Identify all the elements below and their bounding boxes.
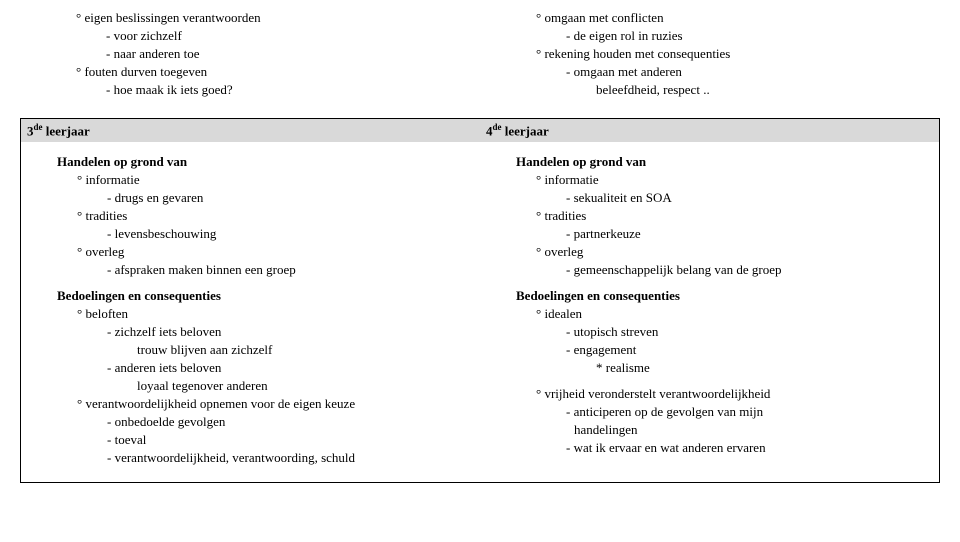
text: tradities <box>496 208 923 224</box>
top-row: eigen beslissingen verantwoorden - voor … <box>20 8 940 100</box>
text: - levensbeschouwing <box>37 226 464 242</box>
text: handelingen <box>496 422 923 438</box>
text: - wat ik ervaar en wat anderen ervaren <box>496 440 923 456</box>
text: idealen <box>496 306 923 322</box>
text: - partnerkeuze <box>496 226 923 242</box>
header-sup: de <box>493 122 502 132</box>
text: - sekualiteit en SOA <box>496 190 923 206</box>
text: - naar anderen toe <box>36 46 464 62</box>
text: eigen beslissingen verantwoorden <box>36 10 464 26</box>
text: - zichzelf iets beloven <box>37 324 464 340</box>
text: - anderen iets beloven <box>37 360 464 376</box>
top-right-col: omgaan met conflicten - de eigen rol in … <box>480 8 940 100</box>
text: - voor zichzelf <box>36 28 464 44</box>
header-left: 3de leerjaar <box>21 119 480 142</box>
text: - onbedoelde gevolgen <box>37 414 464 430</box>
text: - gemeenschappelijk belang van de groep <box>496 262 923 278</box>
text: beloften <box>37 306 464 322</box>
header-sup: de <box>34 122 43 132</box>
text: informatie <box>496 172 923 188</box>
text: - drugs en gevaren <box>37 190 464 206</box>
text: - anticiperen op de gevolgen van mijn <box>496 404 923 420</box>
text: verantwoordelijkheid opnemen voor de eig… <box>37 396 464 412</box>
text: * realisme <box>496 360 923 376</box>
text: overleg <box>37 244 464 260</box>
header-word: leerjaar <box>43 123 90 138</box>
year-table: 3de leerjaar 4de leerjaar Handelen op gr… <box>20 118 940 483</box>
text: trouw blijven aan zichzelf <box>37 342 464 358</box>
heading: Bedoelingen en consequenties <box>496 288 923 304</box>
body-left: Handelen op grond van informatie - drugs… <box>21 142 480 482</box>
heading: Bedoelingen en consequenties <box>37 288 464 304</box>
text: tradities <box>37 208 464 224</box>
text: overleg <box>496 244 923 260</box>
text: vrijheid veronderstelt verantwoordelijkh… <box>496 386 923 402</box>
text: informatie <box>37 172 464 188</box>
table-body: Handelen op grond van informatie - drugs… <box>21 142 939 482</box>
text: - toeval <box>37 432 464 448</box>
text: - de eigen rol in ruzies <box>496 28 924 44</box>
text: loyaal tegenover anderen <box>37 378 464 394</box>
text: omgaan met conflicten <box>496 10 924 26</box>
header-right: 4de leerjaar <box>480 119 939 142</box>
header-word: leerjaar <box>502 123 549 138</box>
text: - omgaan met anderen <box>496 64 924 80</box>
text: - verantwoordelijkheid, verantwoording, … <box>37 450 464 466</box>
text: fouten durven toegeven <box>36 64 464 80</box>
text: - afspraken maken binnen een groep <box>37 262 464 278</box>
text: rekening houden met consequenties <box>496 46 924 62</box>
text: beleefdheid, respect .. <box>496 82 924 98</box>
heading: Handelen op grond van <box>496 154 923 170</box>
heading: Handelen op grond van <box>37 154 464 170</box>
text: - utopisch streven <box>496 324 923 340</box>
body-right: Handelen op grond van informatie - sekua… <box>480 142 939 482</box>
text: - hoe maak ik iets goed? <box>36 82 464 98</box>
top-left-col: eigen beslissingen verantwoorden - voor … <box>20 8 480 100</box>
table-header: 3de leerjaar 4de leerjaar <box>21 119 939 142</box>
text: - engagement <box>496 342 923 358</box>
